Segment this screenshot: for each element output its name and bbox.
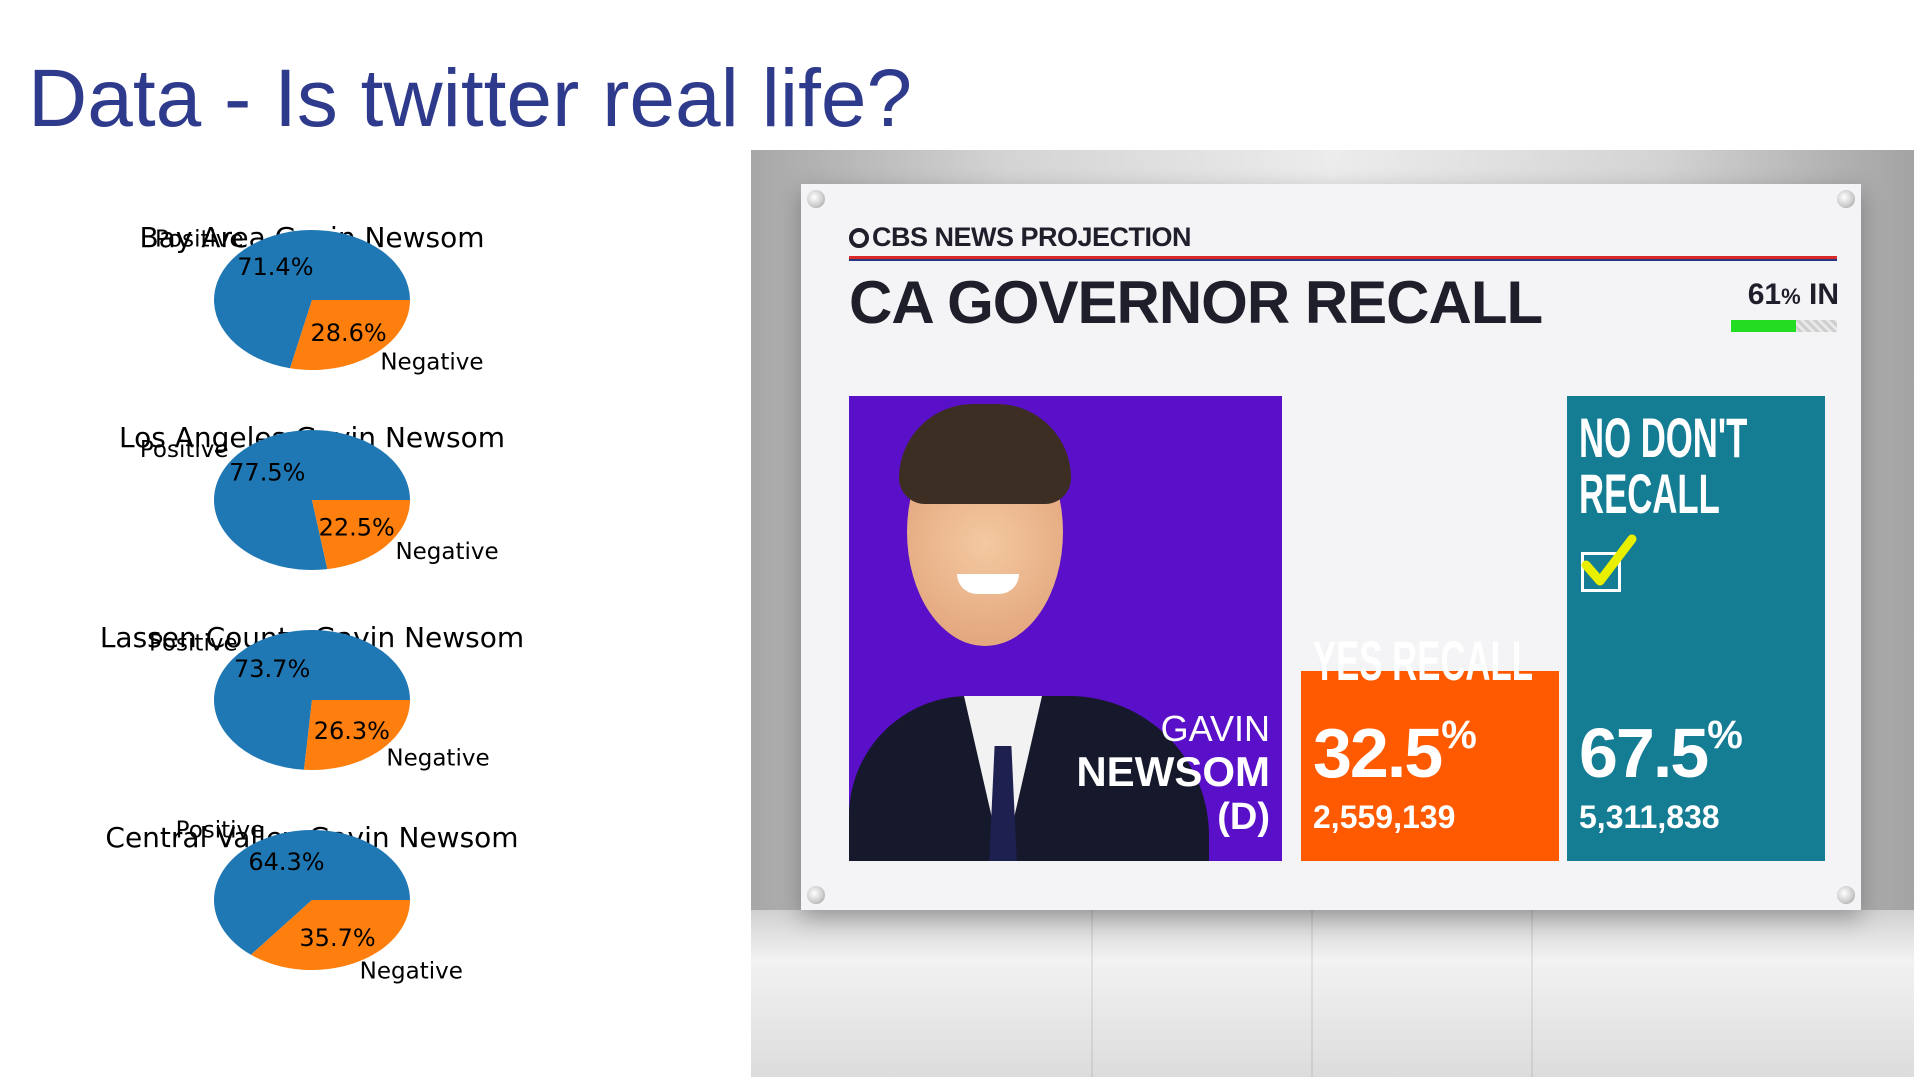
pie-category-label: Negative [395, 539, 498, 565]
result-percent: 32.5% [1313, 713, 1477, 792]
result-no-recall: NO DON'T RECALL 67.5% 5,311,838 [1567, 396, 1825, 861]
recall-results: YES RECALL 32.5% 2,559,139 NO DON'T RECA… [1301, 396, 1839, 861]
candidate-party: (D) [1217, 796, 1270, 838]
pie-category-label: Positive [140, 437, 229, 463]
pie-percent-label: 73.7% [234, 655, 310, 683]
result-yes-recall: YES RECALL 32.5% 2,559,139 [1301, 633, 1559, 861]
pie-percent-label: 77.5% [229, 459, 305, 487]
candidate-card: GAVIN NEWSOM (D) [849, 396, 1282, 861]
checkmark-icon [1581, 534, 1637, 586]
result-votes: 2,559,139 [1313, 799, 1456, 835]
pie-chart: Los Angeles Gavin Newsom77.5%Positive22.… [119, 421, 505, 570]
pie-percent-label: 64.3% [248, 848, 324, 876]
pie-slice-positive [213, 829, 410, 955]
race-title: CA GOVERNOR RECALL [849, 269, 1543, 336]
pie-slice-negative [250, 900, 410, 970]
reporting-sign: % [1781, 284, 1801, 309]
pie-charts: Bay Area Gavin Newsom71.4%Positive28.6%N… [100, 221, 524, 985]
news-broadcast-image: CBS NEWS PROJECTION CA GOVERNOR RECALL 6… [751, 150, 1914, 1077]
reporting-suffix: IN [1800, 278, 1839, 311]
pie-category-label: Negative [386, 746, 489, 772]
result-label: YES RECALL [1313, 629, 1533, 692]
candidate-last-name: NEWSOM [1076, 748, 1270, 795]
pie-slice-negative [304, 700, 410, 770]
result-label-line2: RECALL [1579, 462, 1720, 525]
pie-slice-positive [214, 230, 410, 369]
reporting-progress-bar [1731, 320, 1837, 332]
cbs-brand-text: CBS NEWS PROJECTION [872, 222, 1192, 252]
pie-category-label: Positive [155, 227, 244, 253]
pie-category-label: Negative [380, 349, 483, 375]
result-votes: 5,311,838 [1579, 799, 1720, 835]
results-panel: CBS NEWS PROJECTION CA GOVERNOR RECALL 6… [801, 184, 1861, 910]
pie-slice-negative [312, 500, 410, 570]
pie-percent-label: 28.6% [310, 319, 386, 347]
candidate-first-name: GAVIN [1160, 708, 1270, 749]
slide-title: Data - Is twitter real life? [28, 53, 913, 144]
pie-slice-positive [213, 630, 410, 770]
cbs-brand: CBS NEWS PROJECTION [849, 222, 1192, 253]
cbs-eye-icon [849, 228, 869, 248]
pie-slice-negative [290, 300, 410, 370]
pie-category-label: Negative [360, 959, 463, 985]
studio-floor [751, 910, 1914, 1077]
pie-category-label: Positive [149, 630, 238, 656]
result-label-line1: NO DON'T [1579, 406, 1748, 469]
pie-percent-label: 22.5% [319, 513, 395, 541]
pie-category-label: Positive [176, 817, 265, 843]
pie-chart: Central Valley Gavin Newsom64.3%Positive… [105, 817, 518, 984]
reporting-progress-fill [1731, 320, 1796, 332]
pie-percent-label: 35.7% [299, 924, 375, 952]
pie-percent-label: 26.3% [314, 717, 390, 745]
result-percent: 67.5% [1579, 713, 1743, 792]
pie-chart: Lassen County Gavin Newsom73.7%Positive2… [100, 621, 524, 772]
precincts-reporting: 61% IN [1748, 278, 1839, 312]
header-rule-red [849, 256, 1837, 259]
pie-chart: Bay Area Gavin Newsom71.4%Positive28.6%N… [139, 221, 484, 375]
header-rule-blue [849, 259, 1837, 261]
reporting-value: 61 [1747, 278, 1782, 311]
winner-checkbox [1581, 534, 1637, 592]
pie-percent-label: 71.4% [237, 253, 313, 281]
